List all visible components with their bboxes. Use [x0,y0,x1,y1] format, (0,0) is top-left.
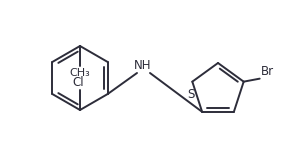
Text: Br: Br [261,65,274,78]
Text: S: S [188,88,195,101]
Text: CH₃: CH₃ [70,68,90,78]
Text: Cl: Cl [72,76,84,89]
Text: NH: NH [134,59,152,72]
